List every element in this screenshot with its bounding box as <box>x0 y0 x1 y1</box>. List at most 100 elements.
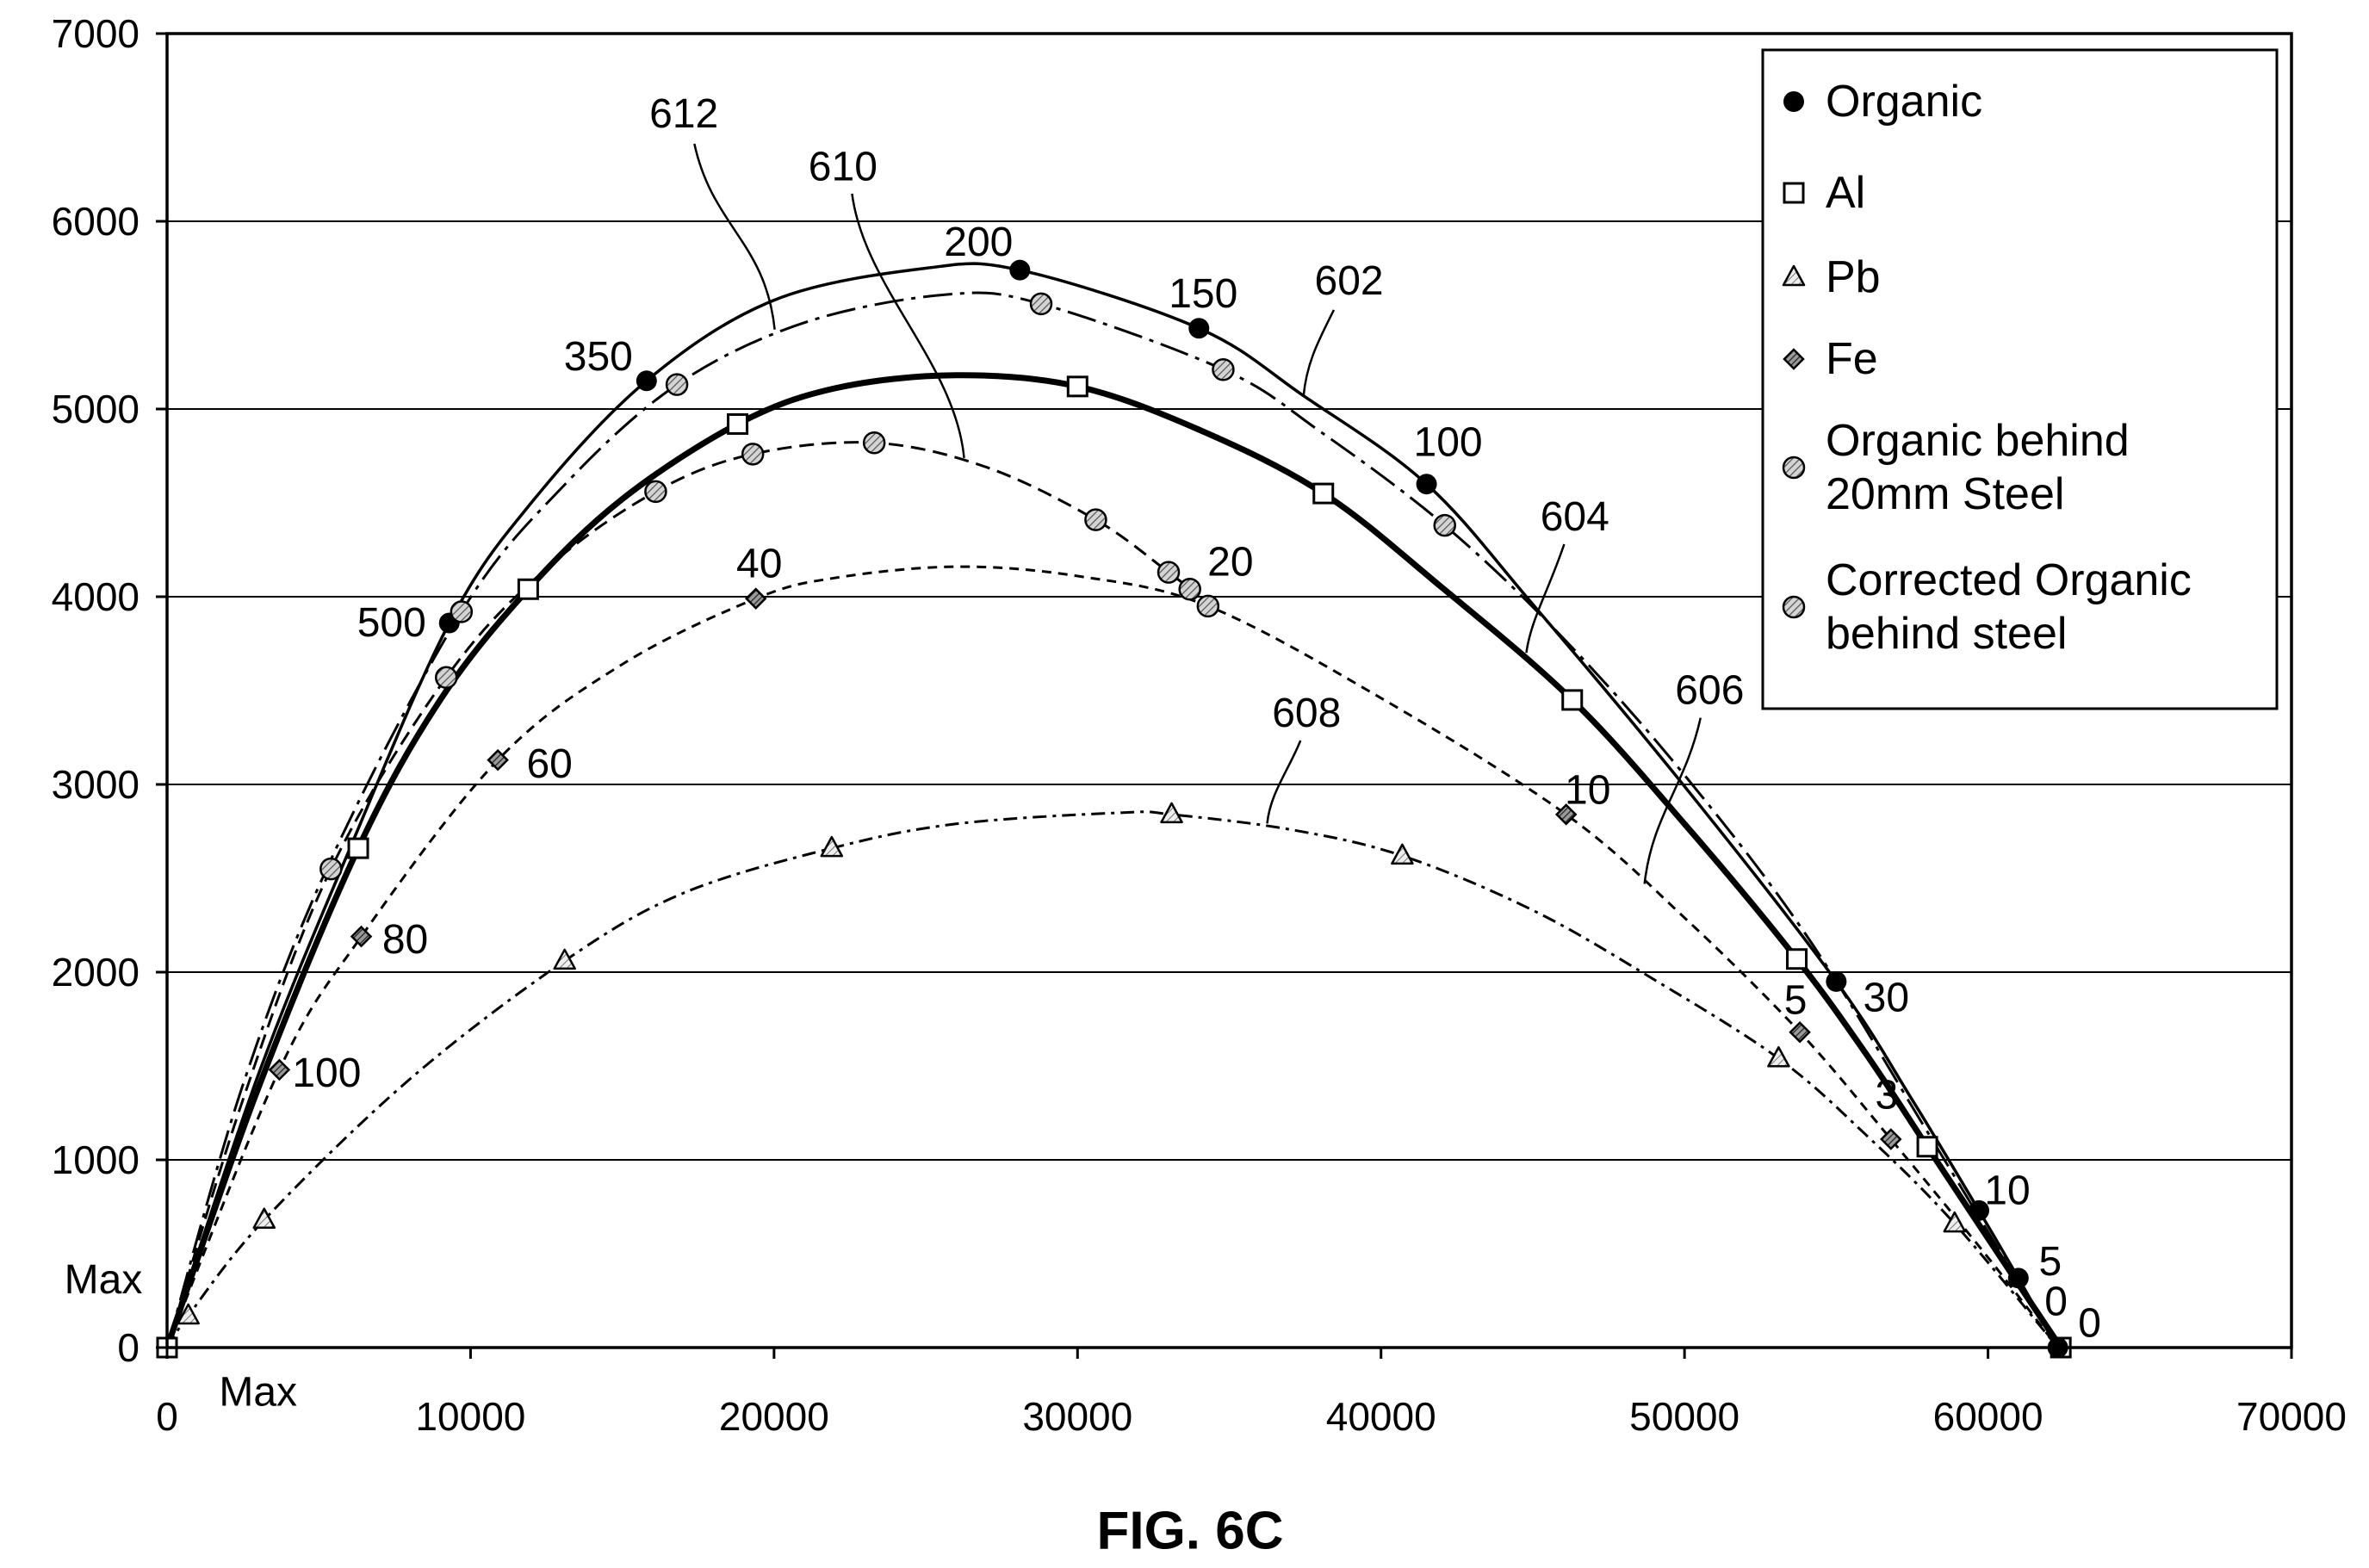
legend-label-corrected-organic-behind-steel: Corrected Organic behind steel <box>1826 555 2192 659</box>
y-tick-label: 5000 <box>52 387 140 431</box>
leader-line-612 <box>693 143 776 330</box>
data-label-fe: 10 <box>1565 767 1610 813</box>
data-label-organic: 5 <box>2038 1239 2062 1285</box>
marker-pb <box>553 948 576 970</box>
x-tick-label: 60000 <box>1933 1394 2043 1439</box>
legend-item-corrected-organic-behind-steel: Corrected Organic behind steel <box>1782 555 2192 659</box>
legend-item-al: Al <box>1783 168 1865 218</box>
legend-marker-organic-behind-20mm-steel <box>1782 456 1806 480</box>
reference-numeral-606: 606 <box>1675 668 1744 714</box>
data-label-fe: 3 <box>1875 1073 1898 1119</box>
x-axis-max-note: Max <box>219 1370 297 1416</box>
x-tick-label: 10000 <box>415 1394 525 1439</box>
marker-fe <box>1789 1020 1811 1044</box>
marker-pb <box>820 835 844 858</box>
series-line-al <box>164 372 2064 1349</box>
marker-al <box>1786 948 1808 970</box>
legend-marker-pb <box>1782 264 1806 287</box>
data-label-fe: 80 <box>382 917 428 963</box>
marker-pb <box>1767 1046 1790 1068</box>
marker-al <box>1561 689 1584 711</box>
data-label-fe: 20 <box>1207 539 1253 585</box>
marker-fe <box>350 925 373 948</box>
legend-label-al: Al <box>1826 168 1865 218</box>
marker-organic <box>1416 474 1437 495</box>
x-tick-label: 40000 <box>1326 1394 1436 1439</box>
marker-fe <box>744 587 767 610</box>
marker-organic-behind-20mm-steel <box>644 480 667 504</box>
series-line-fe <box>165 565 2059 1348</box>
marker-al <box>1066 375 1088 398</box>
data-label-fe: 100 <box>292 1050 361 1096</box>
marker-organic <box>1826 970 1847 992</box>
marker-fe <box>1880 1128 1902 1150</box>
marker-organic-behind-20mm-steel <box>862 431 886 455</box>
reference-numeral-602: 602 <box>1315 258 1384 304</box>
leader-line-606 <box>1643 717 1702 884</box>
marker-organic <box>1009 259 1031 281</box>
reference-numeral-604: 604 <box>1541 494 1609 540</box>
y-tick-label: 3000 <box>52 762 140 807</box>
x-tick-label: 70000 <box>2236 1394 2347 1439</box>
legend-box <box>1761 48 2279 710</box>
data-label-organic: 150 <box>1169 271 1237 317</box>
data-label-organic: 0 <box>2044 1280 2068 1325</box>
axes: 0 10000 20000 30000 40000 50000 60000 700000100… <box>52 11 2347 1439</box>
figure-caption: FIG. 6C <box>1096 1502 1283 1561</box>
data-label-organic: 500 <box>357 600 426 646</box>
marker-pb <box>1391 843 1414 865</box>
marker-organic-behind-20mm-steel <box>1178 578 1201 601</box>
marker-organic <box>2007 1267 2029 1289</box>
y-tick-label: 7000 <box>52 11 140 56</box>
legend-label-line: Organic behind <box>1826 416 2130 466</box>
y-tick-label: 2000 <box>52 950 140 995</box>
y-tick-label: 0 <box>117 1325 140 1370</box>
legend-label-fe: Fe <box>1826 334 1878 384</box>
legend-item-pb: Pb <box>1782 252 1881 302</box>
y-axis-max-note: Max <box>65 1257 143 1303</box>
marker-fe <box>487 748 509 772</box>
data-label-fe: 0 <box>2078 1301 2101 1347</box>
marker-organic-behind-20mm-steel <box>434 666 458 689</box>
legend-label-line: behind steel <box>1826 609 2067 659</box>
reference-numeral-610: 610 <box>809 144 878 189</box>
y-tick-label: 6000 <box>52 199 140 244</box>
marker-organic-behind-20mm-steel <box>1084 508 1107 531</box>
marker-pb <box>252 1207 276 1230</box>
reference-numeral-612: 612 <box>649 91 718 137</box>
leader-line-602 <box>1302 309 1336 397</box>
marker-corrected-organic-behind-steel <box>665 373 689 396</box>
marker-corrected-organic-behind-steel <box>450 600 474 623</box>
x-tick-label: 0 <box>156 1394 178 1439</box>
legend-marker-fe <box>1783 348 1805 370</box>
data-label-organic: 100 <box>1414 420 1483 466</box>
marker-organic-behind-20mm-steel <box>1196 594 1220 618</box>
marker-corrected-organic-behind-steel <box>1212 357 1235 381</box>
leader-line-604 <box>1525 543 1566 654</box>
marker-fe <box>1554 803 1578 826</box>
marker-corrected-organic-behind-steel <box>1029 292 1053 316</box>
legend-item-organic-behind-20mm-steel: Organic behind 20mm Steel <box>1782 416 2130 519</box>
series-line-organic <box>165 262 2060 1348</box>
legend-marker-corrected-organic-behind-steel <box>1782 595 1806 619</box>
marker-pb <box>1943 1211 1967 1233</box>
marker-pb <box>177 1303 200 1325</box>
marker-organic-behind-20mm-steel <box>741 443 765 466</box>
legend-label-pb: Pb <box>1826 252 1881 302</box>
marker-organic <box>1188 318 1210 339</box>
y-tick-label: 1000 <box>52 1137 140 1182</box>
data-label-fe: 40 <box>736 542 782 587</box>
data-label-organic: 350 <box>564 334 633 380</box>
legend-label-organic: Organic <box>1826 77 1982 127</box>
data-label-fe: 60 <box>526 741 572 787</box>
marker-pb <box>1160 802 1183 824</box>
marker-organic <box>1968 1199 1989 1221</box>
legend-item-fe: Fe <box>1783 334 1878 384</box>
x-tick-label: 20000 <box>719 1394 829 1439</box>
x-tick-label: 50000 <box>1629 1394 1740 1439</box>
marker-al <box>1312 482 1335 505</box>
data-label-fe: 5 <box>1784 977 1808 1023</box>
data-label-organic: 10 <box>1984 1168 2030 1213</box>
marker-al <box>1916 1136 1938 1158</box>
